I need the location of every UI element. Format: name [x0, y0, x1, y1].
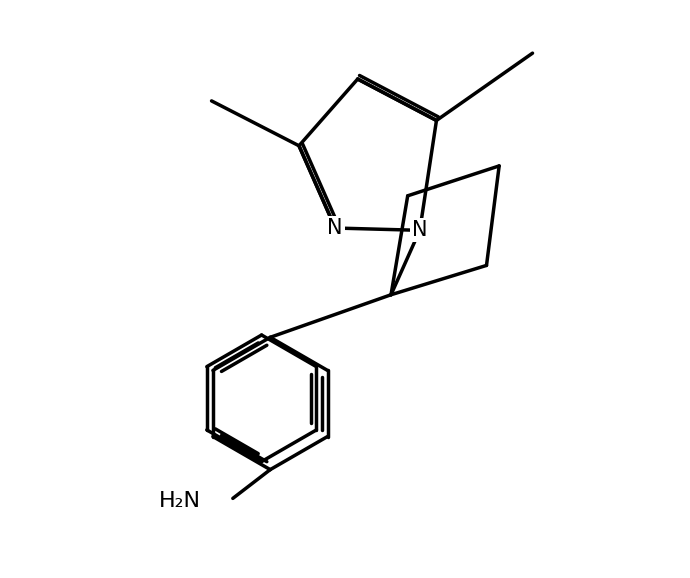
- Text: N: N: [412, 220, 428, 240]
- Text: N: N: [328, 218, 343, 238]
- Text: H₂N: H₂N: [159, 491, 201, 512]
